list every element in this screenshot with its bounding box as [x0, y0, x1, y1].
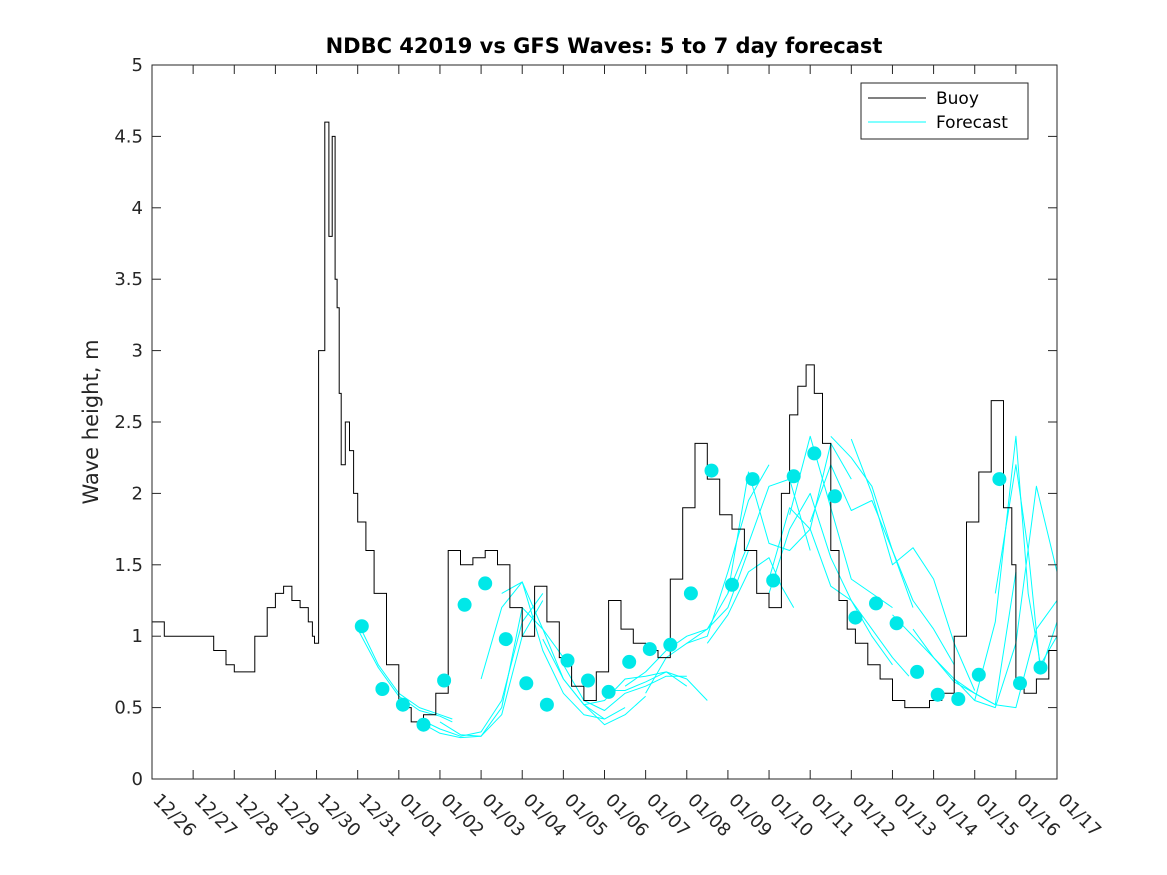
- y-tick-label-2: 1: [132, 626, 143, 647]
- legend-forecast-label: Forecast: [936, 113, 1008, 133]
- forecast-marker-18: [725, 577, 739, 592]
- forecast-marker-9: [539, 697, 554, 712]
- forecast-line-9: [583, 671, 688, 706]
- forecast-marker-26: [889, 616, 904, 631]
- forecast-marker-13: [622, 654, 637, 669]
- forecast-marker-5: [457, 597, 472, 612]
- forecast-marker-23: [827, 489, 842, 504]
- forecast-marker-8: [519, 676, 534, 691]
- forecast-line-7: [542, 638, 646, 726]
- forecast-marker-17: [704, 463, 719, 478]
- forecast-line-20: [830, 435, 955, 666]
- forecast-marker-30: [971, 667, 986, 682]
- forecast-marker-31: [992, 472, 1007, 487]
- forecast-line-14: [706, 557, 795, 644]
- y-tick-label-9: 4.5: [114, 126, 143, 147]
- forecast-marker-15: [663, 637, 678, 652]
- forecast-marker-22: [807, 446, 822, 461]
- forecast-line-16: [768, 507, 893, 666]
- forecast-marker-0: [354, 619, 369, 634]
- forecast-marker-16: [683, 586, 698, 601]
- legend-box: [860, 82, 1029, 140]
- forecast-marker-28: [930, 687, 945, 702]
- y-tick-label-7: 3.5: [114, 269, 143, 290]
- y-tick-label-5: 2.5: [114, 412, 143, 433]
- forecast-marker-7: [498, 632, 513, 647]
- forecast-line-25: [974, 435, 1057, 701]
- legend: Buoy Forecast: [860, 82, 1029, 140]
- forecast-line-24: [953, 485, 1057, 709]
- y-tick-label-10: 5: [132, 55, 143, 76]
- forecast-marker-27: [910, 664, 925, 679]
- forecast-line-18: [789, 435, 893, 609]
- forecast-marker-4: [437, 673, 452, 688]
- forecast-marker-6: [478, 576, 493, 591]
- legend-buoy-label: Buoy: [936, 89, 979, 109]
- y-tick-label-0: 0: [132, 769, 143, 790]
- forecast-marker-32: [1013, 676, 1027, 691]
- forecast-line-11: [624, 550, 749, 687]
- forecast-marker-29: [951, 692, 966, 706]
- forecast-marker-12: [601, 684, 616, 699]
- y-tick-label-3: 1.5: [114, 555, 143, 576]
- forecast-marker-11: [581, 673, 595, 688]
- forecast-line-23: [912, 600, 1057, 709]
- forecast-marker-25: [869, 596, 883, 611]
- forecast-line-10: [604, 671, 708, 701]
- forecast-line-0: [357, 621, 453, 720]
- forecast-marker-2: [395, 697, 410, 712]
- forecast-line-17: [768, 492, 910, 677]
- forecast-marker-33: [1033, 660, 1048, 675]
- forecast-marker-20: [766, 573, 781, 588]
- chart-title: NDBC 42019 vs GFS Waves: 5 to 7 day fore…: [326, 34, 883, 58]
- y-tick-label-6: 3: [132, 341, 143, 362]
- forecast-marker-1: [375, 682, 390, 696]
- forecast-marker-19: [745, 472, 760, 487]
- y-tick-label-8: 4: [132, 198, 143, 219]
- forecast-marker-14: [642, 642, 657, 657]
- forecast-marker-21: [786, 469, 801, 484]
- series-layer: [152, 121, 1057, 739]
- y-axis-label: Wave height, m: [79, 339, 103, 504]
- forecast-line-6: [501, 581, 626, 720]
- forecast-marker-10: [560, 653, 575, 668]
- y-tick-label-4: 2: [132, 483, 143, 504]
- forecast-marker-24: [848, 610, 863, 625]
- forecast-marker-3: [416, 717, 431, 732]
- y-tick-label-1: 0.5: [114, 698, 143, 719]
